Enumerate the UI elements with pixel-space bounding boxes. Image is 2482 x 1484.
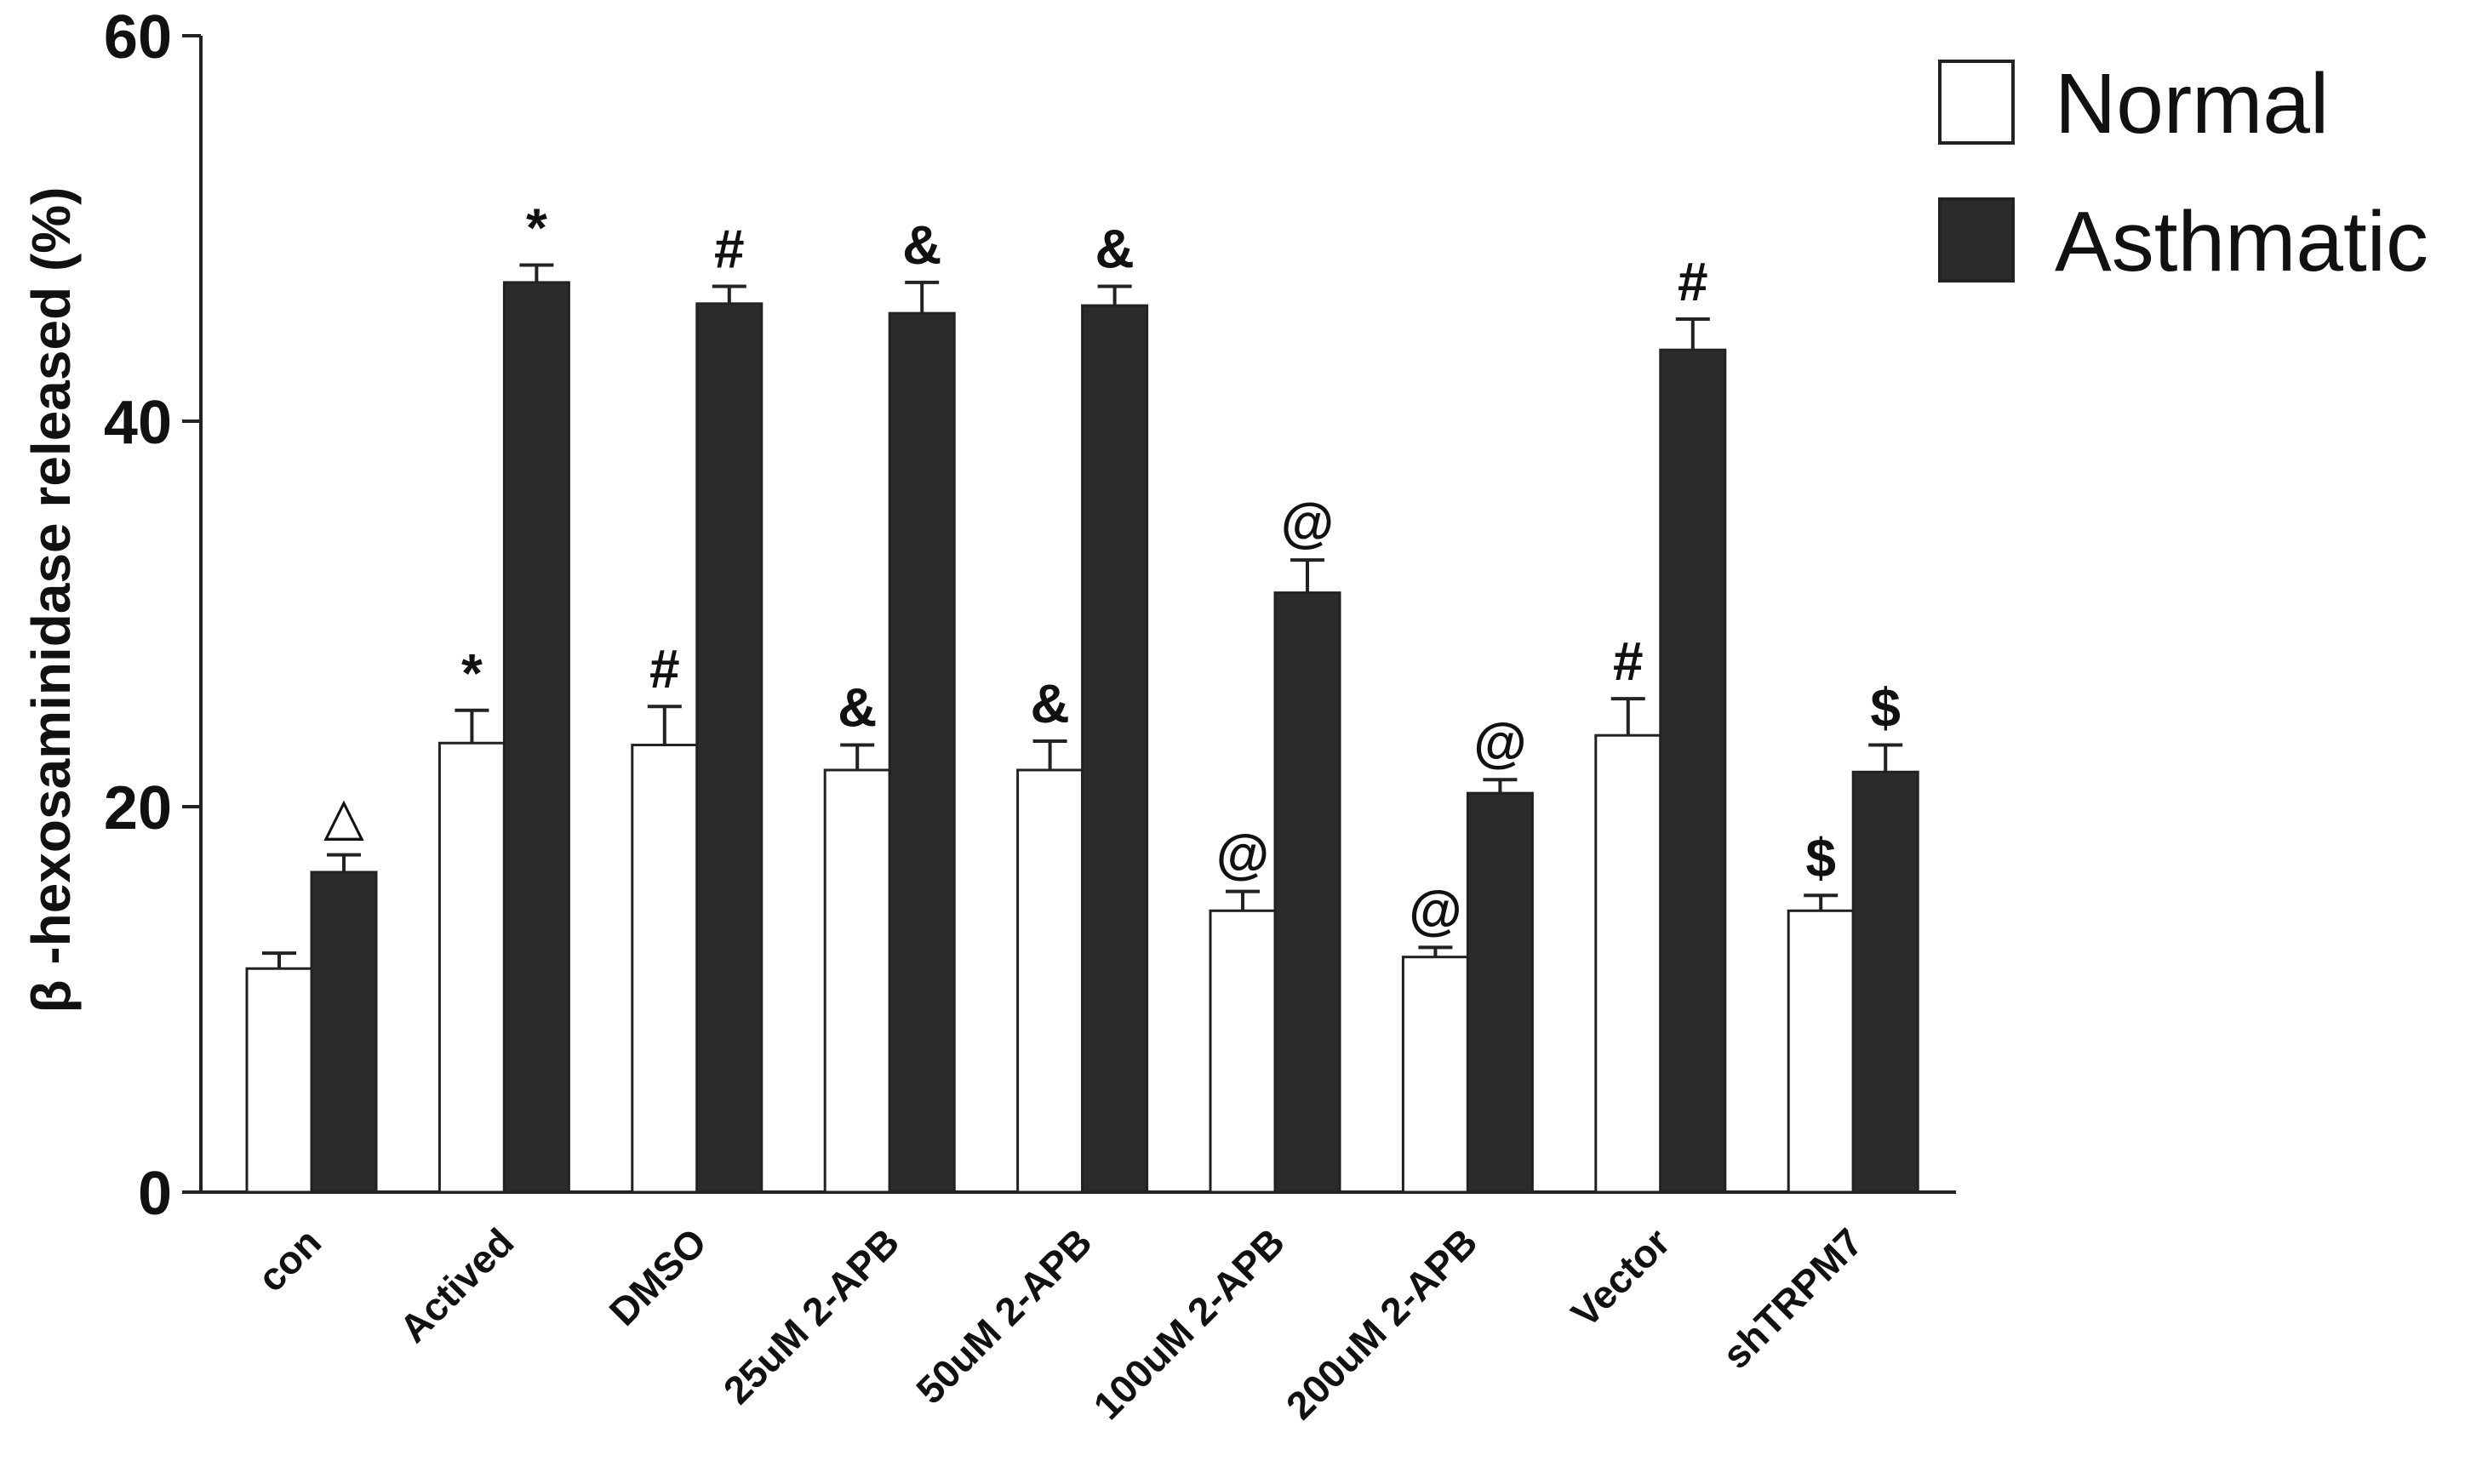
bar-normal [1401,956,1469,1194]
bar-normal [631,744,699,1194]
legend-swatch-normal [1938,60,2015,145]
bar-asthmatic [502,281,570,1194]
x-axis-category-labels: con Actived DMSO 25uM 2-APB 50uM 2-APB100uM … [249,1219,1871,1428]
bar-normal [1209,909,1277,1194]
x-category-label: 25uM 2-APB [715,1219,908,1413]
bar-asthmatic [888,311,956,1194]
significance-marker: & [902,214,941,276]
y-axis-title: β -hexosaminidase released (%) [20,187,82,1013]
significance-marker: $ [1870,677,1901,739]
bars: △ * * # # & & & & @ @ @ @ # # $ $ [245,197,1919,1194]
bar-asthmatic [1466,791,1534,1194]
bar-asthmatic [1851,770,1919,1194]
significance-marker: △ [323,785,364,848]
legend-label-normal: Normal [2055,56,2329,151]
significance-marker: @ [1473,711,1526,773]
bar-asthmatic [1273,591,1341,1194]
significance-marker: # [714,218,745,279]
bar-normal [437,741,506,1194]
bar-normal [1787,909,1855,1194]
bar-normal [823,768,891,1194]
bar-normal [1016,768,1084,1194]
bar-asthmatic [310,870,378,1194]
bar-normal [245,967,313,1194]
significance-marker: @ [1409,879,1461,940]
significance-marker: * [526,197,547,259]
x-category-label: shTRPM7 [1713,1219,1871,1377]
significance-marker: @ [1216,824,1269,885]
y-axis-title-group: β -hexosaminidase released (%) [20,187,82,1013]
bar-asthmatic [1659,348,1727,1194]
x-category-label: 100uM 2-APB [1084,1219,1293,1428]
x-category-label: con [249,1219,329,1300]
significance-marker: $ [1805,827,1836,888]
y-tick-label: 40 [104,389,172,457]
legend: Normal Asthmatic [1938,56,2428,289]
x-category-label: DMSO [601,1219,715,1333]
x-category-label: 50uM 2-APB [907,1219,1101,1413]
y-tick-label: 60 [104,3,172,71]
significance-marker: * [461,642,483,704]
bar-asthmatic [1081,304,1149,1194]
bar-asthmatic [695,302,763,1194]
legend-label-asthmatic: Asthmatic [2055,194,2428,289]
significance-marker: # [1613,631,1644,692]
significance-marker: @ [1281,492,1334,553]
x-category-label: Vector [1563,1219,1678,1335]
legend-swatch-asthmatic [1938,197,2015,283]
significance-marker: & [1030,673,1069,734]
bar-normal [1594,733,1662,1194]
significance-marker: # [1678,251,1708,312]
y-tick-label: 0 [138,1160,172,1228]
x-category-label: 200uM 2-APB [1278,1219,1486,1428]
x-category-label: Actived [391,1219,522,1350]
y-tick-label: 20 [104,774,172,842]
significance-marker: & [1095,218,1134,279]
significance-marker: # [649,638,680,699]
significance-marker: & [838,677,877,739]
